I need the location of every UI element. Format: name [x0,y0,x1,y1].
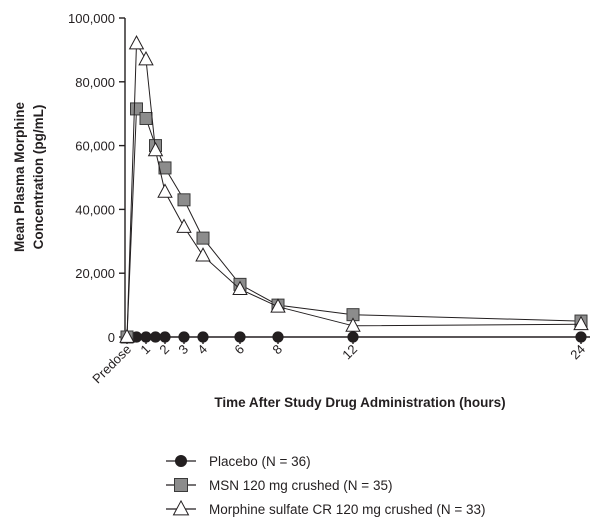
data-point [139,111,153,125]
legend-item: MSN 120 mg crushed (N = 35) [166,478,392,493]
data-point [575,331,587,343]
x-tick-label: Predose [89,342,134,387]
plot-area [119,35,589,344]
data-point [178,331,190,343]
legend: Placebo (N = 36) MSN 120 mg crushed (N = … [166,454,486,517]
x-tick-label: 8 [269,342,285,358]
y-axis: 0 20,000 40,000 60,000 80,000 100,000 [68,11,126,345]
x-tick-label: 1 [137,342,153,358]
legend-item: Morphine sulfate CR 120 mg crushed (N = … [166,499,486,517]
data-point [197,331,209,343]
x-tick-label: 12 [339,342,360,363]
x-tick-label: 3 [175,342,191,358]
y-tick-label: 100,000 [68,11,115,26]
x-tick-label: 6 [231,342,247,358]
data-point [272,331,284,343]
data-point [177,193,191,207]
data-point [195,247,211,262]
legend-item: Placebo (N = 36) [166,454,311,469]
series-circle [121,331,587,343]
data-point [140,331,152,343]
legend-label: Placebo (N = 36) [209,454,311,469]
y-tick-label: 0 [108,330,115,345]
series-line [126,107,582,338]
y-axis-title: Mean Plasma Morphine Concentration (pg/m… [12,101,46,252]
data-point [147,141,164,157]
x-tick-label: 2 [156,342,172,358]
data-point [174,478,188,492]
data-point [176,218,192,233]
data-point [119,328,135,343]
data-point [270,298,286,313]
x-tick-label: 4 [194,342,210,358]
y-tick-label: 80,000 [75,75,115,90]
data-point [347,331,359,343]
y-tick-label: 60,000 [75,139,115,154]
data-point [345,317,361,332]
series-square [120,102,588,344]
y-tick-label: 40,000 [75,202,115,217]
series-triangle [119,35,589,343]
data-point [157,183,173,198]
y-axis-title-line-1: Mean Plasma Morphine [12,101,27,252]
data-point [196,231,210,245]
data-point [172,499,190,516]
y-tick-label: 20,000 [75,266,115,281]
data-point [128,35,145,50]
y-axis-title-line-2: Concentration (pg/mL) [31,105,46,250]
data-point [174,454,188,468]
x-tick-label: 24 [567,342,588,363]
data-point [232,280,248,296]
series-line [126,41,582,338]
data-point [130,102,143,116]
x-axis-title: Time After Study Drug Administration (ho… [214,395,505,410]
data-point [573,315,589,331]
legend-label: MSN 120 mg crushed (N = 35) [209,478,392,493]
data-point [234,331,246,343]
data-point [149,331,162,343]
data-point [159,331,171,343]
data-point [138,50,154,66]
x-axis: Predose 1 2 3 4 6 8 12 24 [89,336,590,387]
legend-label: Morphine sulfate CR 120 mg crushed (N = … [209,502,486,517]
